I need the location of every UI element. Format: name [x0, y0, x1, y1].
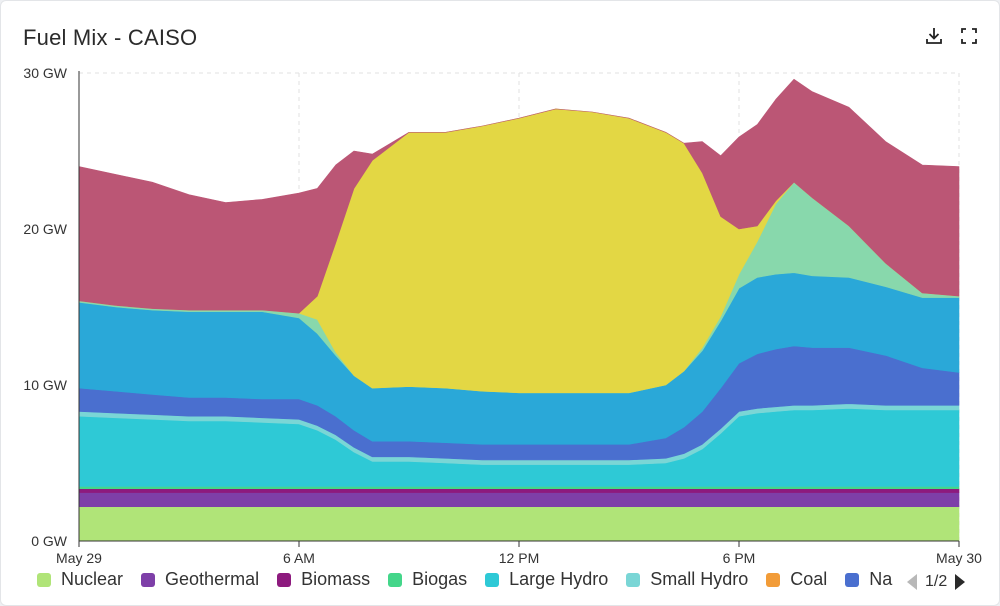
area-nuclear: [78, 506, 960, 542]
chart-title: Fuel Mix - CAISO: [23, 25, 198, 50]
area-wind: [78, 78, 960, 314]
legend-label: Geothermal: [165, 569, 260, 589]
legend: Nuclear Geothermal Biomass Biogas Large Hydr…: [37, 569, 927, 595]
y-tick-label: 0 GW: [31, 533, 68, 549]
legend-swatch: [37, 572, 51, 587]
y-tick-label: 10 GW: [23, 377, 67, 393]
legend-label: Biogas: [412, 569, 468, 589]
legend-item[interactable]: Coal: [766, 569, 827, 590]
legend-next-icon[interactable]: [955, 574, 966, 590]
legend-label: Coal: [790, 569, 828, 589]
legend-swatch: [766, 572, 781, 587]
fuel-mix-chart: 0 GW 10 GW 20 GW 30 GW May 29 6 AM 12 PM 6 PM Ma…: [23, 65, 982, 566]
legend-swatch: [626, 572, 641, 587]
legend-label: Nuclear: [61, 569, 124, 589]
x-tick-label: May 29: [56, 550, 102, 566]
fullscreen-icon[interactable]: [958, 25, 980, 47]
legend-item[interactable]: Nuclear: [37, 569, 123, 590]
x-tick-label: 12 PM: [499, 550, 539, 566]
legend-swatch: [388, 572, 403, 587]
download-icon-glyph: [926, 28, 942, 44]
legend-page-label: 1/2: [925, 573, 948, 590]
legend-swatch: [845, 572, 860, 587]
legend-item[interactable]: Small Hydro: [626, 569, 748, 590]
legend-item[interactable]: Geothermal: [141, 569, 259, 590]
x-tick-label: 6 AM: [283, 550, 315, 566]
x-tick-label: May 30: [936, 550, 982, 566]
y-tick-label: 30 GW: [23, 65, 67, 81]
legend-item[interactable]: Biogas: [388, 569, 467, 590]
legend-swatch: [485, 572, 500, 587]
download-icon[interactable]: [923, 25, 945, 47]
legend-item[interactable]: Large Hydro: [485, 569, 608, 590]
area-biomass: [78, 488, 960, 493]
legend-swatch: [141, 572, 156, 587]
legend-label: Large Hydro: [509, 569, 609, 589]
legend-label: Small Hydro: [650, 569, 749, 589]
legend-swatch: [277, 572, 292, 587]
fullscreen-icon-glyph: [961, 28, 977, 44]
area-biogas: [78, 486, 960, 489]
x-tick-label: 6 PM: [723, 550, 756, 566]
legend-label: Na: [869, 569, 893, 589]
legend-item[interactable]: Na: [845, 569, 892, 590]
y-tick-label: 20 GW: [23, 221, 67, 237]
legend-prev-icon[interactable]: [907, 574, 917, 590]
area-geothermal: [78, 492, 960, 507]
legend-item[interactable]: Biomass: [277, 569, 370, 590]
legend-label: Biomass: [301, 569, 371, 589]
legend-pager: 1/2: [907, 569, 966, 595]
